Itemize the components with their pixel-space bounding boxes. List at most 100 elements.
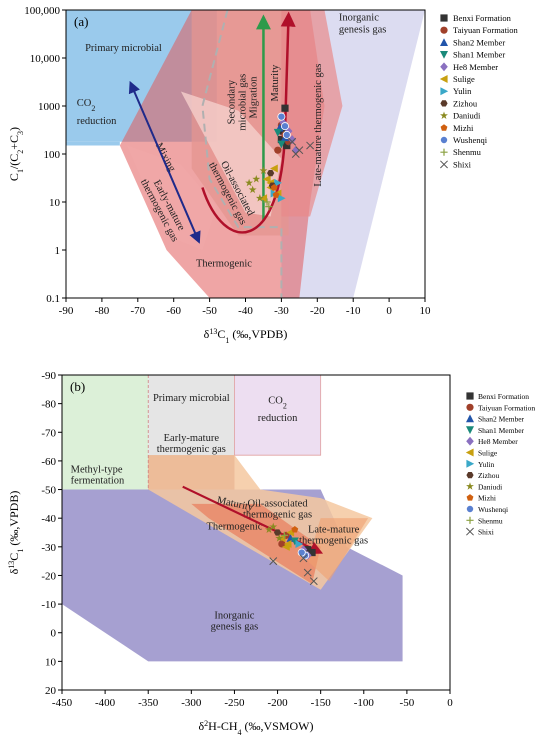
point-taiyuan-formation xyxy=(274,146,282,154)
point-yulin xyxy=(277,194,286,203)
point-daniudi xyxy=(259,166,268,174)
x-tick-label: -40 xyxy=(238,305,253,317)
y-tick-label: 100 xyxy=(44,149,61,161)
legend-marker-zizhou xyxy=(440,100,448,107)
region-oil-associated-thermogenic-gas xyxy=(180,91,282,217)
panel-b-frame xyxy=(61,374,451,691)
point-mizhi xyxy=(270,183,278,191)
point-shixi xyxy=(306,141,315,150)
point-shixi xyxy=(303,568,312,577)
x-tick-label: -100 xyxy=(354,697,375,709)
point-sulige xyxy=(262,175,271,184)
region-boundary-dashed xyxy=(201,9,283,298)
panel-b-region-labels: Primary microbial CO2 reduction Methyl-type… xyxy=(71,393,369,633)
legend-marker-yulin xyxy=(440,87,449,96)
point-daniudi xyxy=(245,178,254,187)
point-shan1-member xyxy=(277,140,286,149)
legend-marker-benxi-formation xyxy=(466,392,474,400)
panel-b-y-ticks: -90 -80 -70 -60 -50 -40 -30 -20 -10 0 10 20 xyxy=(41,370,62,697)
legend-marker-shixi xyxy=(466,527,474,536)
legend-label-yulin: Yulin xyxy=(453,86,472,96)
panel-a-label: (a) xyxy=(74,14,88,29)
panel-b-y-axis-title: δ13C1 (‰,VPDB) xyxy=(7,491,25,575)
panel-b-regions xyxy=(62,374,403,662)
y-tick-label: 0.1 xyxy=(46,293,60,305)
region-primary-microbial xyxy=(148,375,235,456)
y-tick-label: 0 xyxy=(51,628,57,640)
legend-label-he8-member: He8 Member xyxy=(478,437,518,446)
point-shenmu xyxy=(265,203,273,211)
legend-label-mizhi: Mizhi xyxy=(478,494,496,503)
y-tick-label: -10 xyxy=(41,599,56,611)
y-tick-label: -50 xyxy=(41,485,56,497)
point-shenmu xyxy=(263,198,271,206)
point-daniudi xyxy=(252,174,261,183)
legend-label-daniudi: Daniudi xyxy=(478,482,502,491)
panel-a-arrows xyxy=(128,11,296,244)
legend-label-shan2-member: Shan2 Member xyxy=(478,415,525,424)
panel-b-x-ticks: -450 -400 -350 -300 -250 -200 -150 -100 -50 0 xyxy=(52,690,453,709)
label-co2-reduction-line2: reduction xyxy=(258,413,298,424)
panel-a-y-axis-title: C1/(C2+C3) xyxy=(7,127,25,181)
y-tick-label: 10,000 xyxy=(30,53,61,65)
legend-marker-wushenqi xyxy=(465,504,474,513)
legend-marker-daniudi xyxy=(440,111,448,119)
y-tick-label: -80 xyxy=(41,399,56,411)
region-thermogenic xyxy=(191,503,321,585)
panel-a-x-ticks: -90 -80 -70 -60 -50 -40 -30 -20 -10 0 10 xyxy=(59,298,431,317)
y-tick-label: -60 xyxy=(41,456,56,468)
y-tick-label: -20 xyxy=(41,570,56,582)
panel-b-legend: Benxi Formation Taiyuan Formation Shan2 Me… xyxy=(465,392,535,537)
label-primary-microbial: Primary microbial xyxy=(153,393,230,404)
region-late-mature-thermogenic-gas xyxy=(281,10,343,217)
legend-marker-he8-member xyxy=(466,436,474,446)
x-tick-label: -300 xyxy=(181,697,202,709)
label-methyl-type-fermentation: Methyl-type fermentation xyxy=(71,464,125,486)
panel-a-x-axis-title: δ13C1 (‰,VPDB) xyxy=(204,327,288,345)
x-tick-label: -450 xyxy=(52,697,73,709)
maturity-arrow xyxy=(201,11,296,234)
point-yulin xyxy=(274,178,283,187)
legend-marker-mizhi xyxy=(440,124,448,131)
legend-label-taiyuan-formation: Taiyuan Formation xyxy=(478,403,535,412)
panel-b-label: (b) xyxy=(70,379,85,394)
point-sulige xyxy=(270,164,278,173)
point-shan1-member xyxy=(290,537,299,546)
legend-label-benxi-formation: Benxi Formation xyxy=(478,392,529,401)
legend-label-zizhou: Zizhou xyxy=(453,98,478,108)
point-wushenqi xyxy=(277,112,286,121)
label-thermogenic: Thermogenic xyxy=(206,522,262,533)
legend-marker-shenmu xyxy=(466,516,474,524)
legend-marker-shan1-member xyxy=(440,51,448,59)
label-co2-reduction-line2: reduction xyxy=(77,116,117,127)
point-daniudi xyxy=(255,194,264,202)
point-benxi-formation xyxy=(308,548,316,557)
legend-marker-shixi xyxy=(440,160,448,169)
point-wushenqi xyxy=(280,122,289,131)
legend-label-shan1-member: Shan1 Member xyxy=(478,426,525,435)
y-tick-label: -90 xyxy=(41,370,56,382)
y-tick-label: 10 xyxy=(45,656,57,668)
x-tick-label: -350 xyxy=(138,697,159,709)
x-tick-label: -150 xyxy=(311,697,332,709)
label-maturity: Maturity xyxy=(270,64,281,101)
point-benxi-formation xyxy=(281,104,289,112)
legend-marker-shan2-member xyxy=(466,414,474,423)
x-tick-label: -30 xyxy=(274,305,289,317)
legend-marker-sulige xyxy=(465,448,474,457)
x-tick-label: 10 xyxy=(420,305,432,317)
legend-marker-taiyuan-formation xyxy=(440,26,448,34)
point-shixi xyxy=(299,554,308,563)
x-tick-label: -50 xyxy=(202,305,217,317)
panel-b-x-axis-title: δ2H-CH4 (‰,VSMOW) xyxy=(199,719,314,737)
y-tick-label: 100,000 xyxy=(24,5,60,17)
point-daniudi xyxy=(269,522,278,531)
point-wushenqi xyxy=(282,130,291,139)
y-tick-label: 1000 xyxy=(38,101,61,113)
legend-marker-zizhou xyxy=(466,471,474,479)
x-tick-label: -70 xyxy=(130,305,145,317)
label-co2-reduction-line1: CO2 xyxy=(77,98,96,113)
